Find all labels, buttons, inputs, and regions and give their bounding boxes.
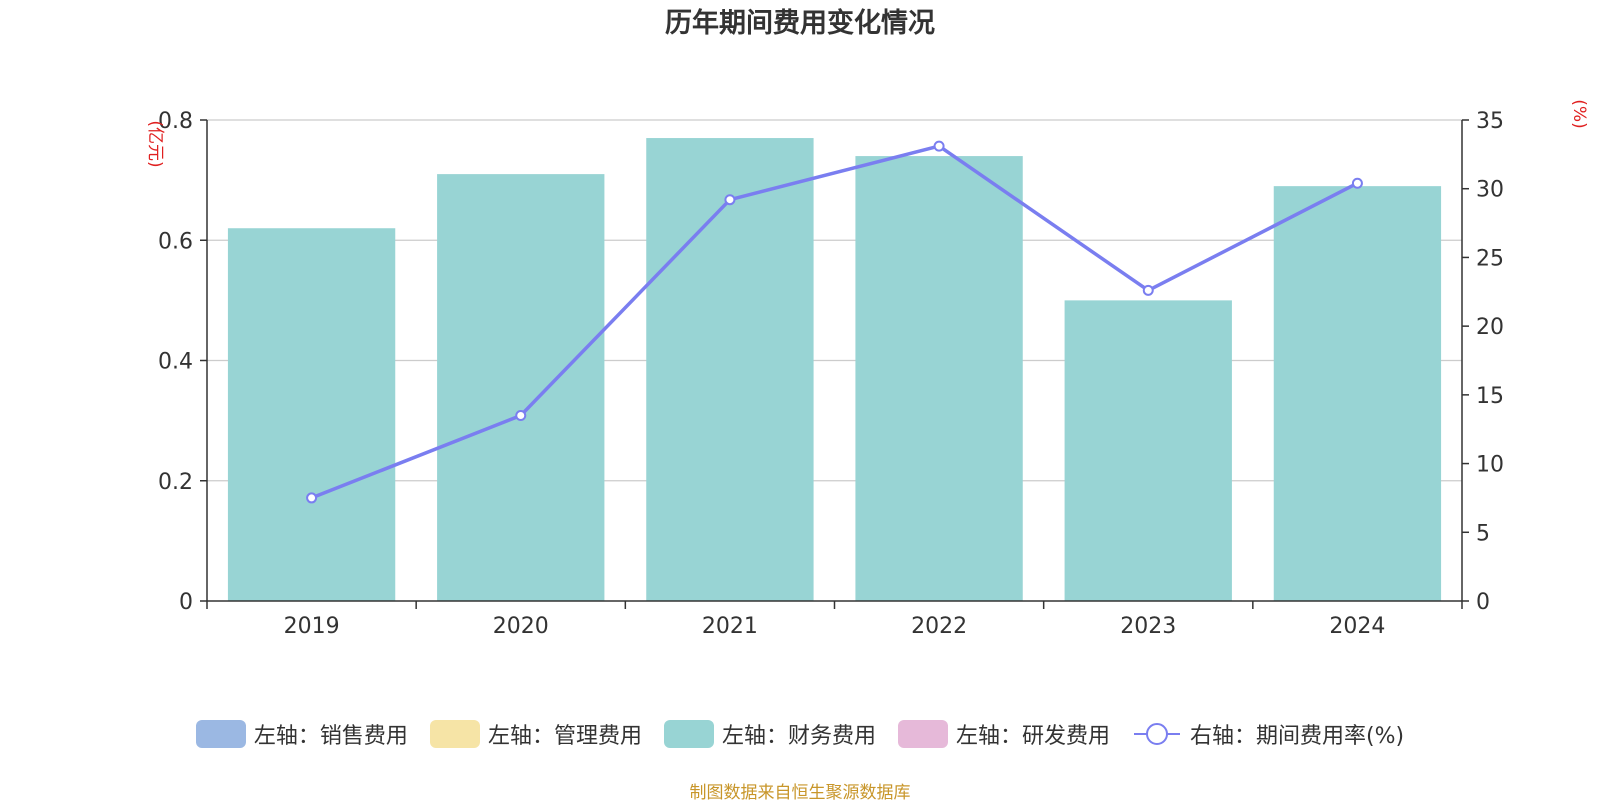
rate-point: [933, 140, 945, 152]
x-axis-tick-label: 2023: [1120, 614, 1176, 639]
data-source-note: 制图数据来自恒生聚源数据库: [689, 783, 911, 803]
legend-item[interactable]: 左轴：研发费用: [897, 718, 1110, 750]
right-axis-tick-label: 0: [1476, 590, 1490, 615]
bar-2021: [646, 138, 814, 601]
left-axis-tick-label: 0: [179, 590, 193, 615]
rate-line-path: [310, 144, 1359, 500]
legend-label: 左轴：管理费用: [487, 724, 642, 749]
legend-line-marker: [1133, 723, 1180, 745]
grid-lines: [207, 119, 1462, 482]
legend-swatch: [195, 720, 246, 748]
bar-2023: [1064, 300, 1232, 601]
legend-item[interactable]: 左轴：财务费用: [663, 718, 876, 750]
right-axis-tick-label: 35: [1476, 109, 1504, 134]
left-axis-tick-label: 0.6: [158, 229, 193, 254]
chart-title: 历年期间费用变化情况: [665, 8, 935, 39]
rate-point: [1142, 284, 1154, 296]
left-axis-tick-label: 0.4: [158, 350, 193, 375]
rate-point: [724, 194, 736, 206]
bar-2024: [1273, 186, 1442, 601]
legend-item[interactable]: 左轴：管理费用: [429, 718, 642, 750]
left-axis-tick-label: 0.2: [158, 470, 193, 495]
rate-point: [1351, 177, 1363, 189]
rate-line: [306, 140, 1363, 504]
legend-label: 左轴：销售费用: [253, 724, 408, 749]
right-axis-tick-label: 25: [1476, 246, 1504, 271]
x-axis-tick-label: 2022: [911, 614, 967, 639]
left-axis-tick-label: 0.8: [158, 109, 193, 134]
legend-swatch: [663, 720, 714, 748]
legend-label: 右轴：期间费用率(%): [1189, 724, 1405, 749]
bars: [227, 138, 1442, 602]
legend-label: 左轴：研发费用: [955, 724, 1110, 749]
right-axis-tick-label: 20: [1476, 315, 1504, 340]
left-axis-unit-label: (亿元): [145, 120, 165, 167]
x-axis-tick-label: 2024: [1329, 614, 1385, 639]
x-axis-tick-label: 2021: [702, 614, 758, 639]
right-axis-unit-label: (%): [1569, 99, 1589, 128]
bar-2019: [227, 228, 396, 601]
legend-swatch: [897, 720, 948, 748]
axes: [200, 119, 1469, 609]
legend-item[interactable]: 左轴：销售费用: [195, 718, 408, 750]
chart-plot: 0 0.2 0.4 0.6 0.8 0 5 10 15 20 25 30 35 2019 2020 2021 2…: [145, 99, 1589, 639]
right-axis-tick-label: 30: [1476, 178, 1504, 203]
x-axis-tick-label: 2020: [493, 614, 549, 639]
x-axis-tick-label: 2019: [284, 614, 340, 639]
bar-2020: [437, 174, 605, 602]
legend-item[interactable]: 右轴：期间费用率(%): [1132, 718, 1404, 750]
right-axis-tick-label: 10: [1476, 453, 1504, 478]
rate-point: [515, 409, 527, 421]
bar-2022: [855, 156, 1023, 601]
right-axis-tick-label: 15: [1476, 384, 1504, 409]
rate-point: [306, 492, 318, 504]
legend-label: 左轴：财务费用: [721, 724, 876, 749]
tick-labels: 0 0.2 0.4 0.6 0.8 0 5 10 15 20 25 30 35 2019 2020 2021 2…: [145, 99, 1589, 639]
legend: 左轴：销售费用 左轴：管理费用 左轴：财务费用 左轴：研发费用 右轴：期间费用率(%): [0, 718, 1600, 750]
right-axis-tick-label: 5: [1476, 521, 1490, 546]
legend-swatch: [429, 720, 480, 748]
